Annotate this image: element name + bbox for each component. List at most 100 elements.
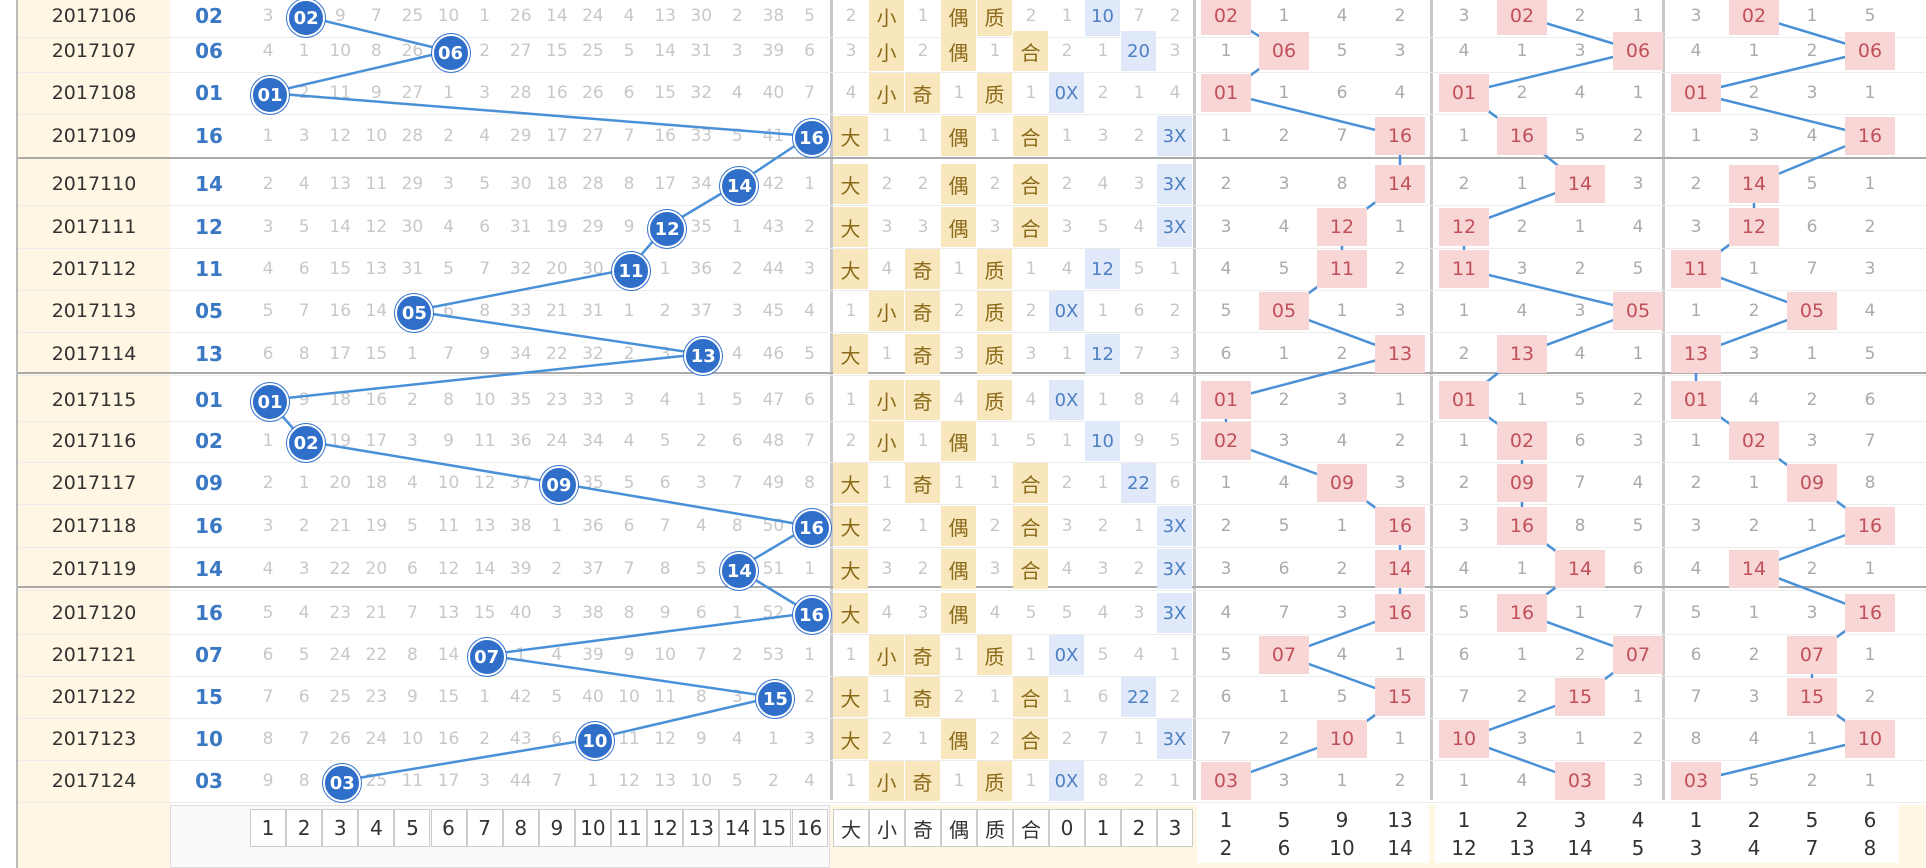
footer-number[interactable]: 16 [791, 809, 828, 847]
omission-cell: 3 [804, 729, 815, 749]
omission-cell: 6 [262, 645, 274, 665]
number-ball: 02 [287, 424, 326, 462]
footer-number[interactable]: 7 [466, 809, 503, 847]
issue-cell: 2017113 [51, 300, 137, 322]
footer-group3-label[interactable]: 7 [1783, 833, 1841, 863]
section-divider [1662, 0, 1665, 800]
group3-omission: 1 [1748, 603, 1760, 623]
mod-omission: 2 [1061, 41, 1073, 61]
omission-cell: 43 [762, 217, 785, 237]
footer-group2-label[interactable]: 3 [1551, 805, 1609, 835]
footer-number[interactable]: 4 [358, 809, 395, 847]
trend-segment [267, 91, 810, 138]
footer-number[interactable]: 14 [719, 809, 756, 847]
footer-group3-label[interactable]: 8 [1841, 833, 1899, 863]
footer-group1-label[interactable]: 6 [1255, 833, 1313, 863]
footer-group3-label[interactable]: 4 [1725, 833, 1783, 863]
omission-cell: 14 [546, 6, 568, 26]
omission-cell: 43 [509, 729, 532, 749]
footer-number[interactable]: 15 [755, 809, 792, 847]
footer-group2-label[interactable]: 5 [1609, 833, 1667, 863]
group1-omission: 1 [1336, 771, 1348, 791]
tag-hit: 大 [833, 677, 868, 717]
footer-group1-label[interactable]: 5 [1255, 805, 1313, 835]
footer-group3-label[interactable]: 5 [1783, 805, 1841, 835]
group2-omission: 2 [1458, 344, 1470, 364]
group2-omission: 4 [1458, 559, 1470, 579]
footer-tag[interactable]: 奇 [905, 809, 941, 847]
footer-number[interactable]: 9 [538, 809, 575, 847]
omission-cell: 5 [731, 390, 743, 410]
tag-hit: 合 [1013, 463, 1048, 503]
omission-cell: 4 [479, 126, 491, 146]
group3-omission: 1 [1690, 431, 1702, 451]
mod-omission: 5 [1061, 603, 1073, 623]
footer-group3-label[interactable]: 1 [1667, 805, 1725, 835]
group2-hit: 16 [1497, 507, 1547, 545]
footer-group2-label[interactable]: 14 [1551, 833, 1609, 863]
footer-group3-label[interactable]: 2 [1725, 805, 1783, 835]
drawn-number: 06 [195, 39, 223, 63]
footer-number[interactable]: 13 [683, 809, 720, 847]
tag-omission: 3 [989, 217, 1001, 237]
footer-number[interactable]: 5 [394, 809, 431, 847]
footer-tag[interactable]: 偶 [941, 809, 977, 847]
group1-omission: 7 [1278, 603, 1290, 623]
footer-number[interactable]: 8 [502, 809, 539, 847]
tag-hit: 奇 [905, 635, 940, 675]
footer-tag[interactable]: 合 [1013, 809, 1049, 847]
omission-cell: 31 [509, 217, 532, 237]
footer-group2-label[interactable]: 4 [1609, 805, 1667, 835]
group1-omission: 3 [1394, 41, 1406, 61]
footer-tag[interactable]: 小 [869, 809, 905, 847]
omission-cell: 31 [401, 259, 424, 279]
group1-omission: 8 [1336, 174, 1348, 194]
issue-cell: 2017108 [51, 82, 137, 104]
footer-number[interactable]: 2 [286, 809, 323, 847]
footer-group2-label[interactable]: 13 [1493, 833, 1551, 863]
footer-group1-label[interactable]: 1 [1197, 805, 1255, 835]
row-line [18, 547, 1926, 548]
row-line [18, 634, 1926, 635]
mod-omission: 4 [1169, 83, 1181, 103]
omission-cell: 10 [401, 729, 424, 749]
omission-cell: 6 [443, 301, 454, 321]
tag-hit: 质 [977, 380, 1012, 420]
footer-number[interactable]: 3 [322, 809, 359, 847]
footer-group1-label[interactable]: 9 [1313, 805, 1371, 835]
omission-cell: 2 [768, 771, 779, 791]
footer-group3-label[interactable]: 6 [1841, 805, 1899, 835]
footer-group2-label[interactable]: 1 [1435, 805, 1493, 835]
footer-tag[interactable]: 大 [833, 809, 869, 847]
footer-number[interactable]: 12 [647, 809, 684, 847]
footer-group1-label[interactable]: 13 [1371, 805, 1429, 835]
group2-hit: 14 [1555, 165, 1605, 203]
footer-group2-label[interactable]: 2 [1493, 805, 1551, 835]
footer-group1-label[interactable]: 10 [1313, 833, 1371, 863]
omission-cell: 6 [804, 390, 815, 410]
footer-number[interactable]: 1 [250, 809, 287, 847]
footer-tag[interactable]: 0 [1049, 809, 1085, 847]
footer-tag[interactable]: 1 [1085, 809, 1121, 847]
footer-group2-label[interactable]: 12 [1435, 833, 1493, 863]
omission-cell: 18 [365, 473, 388, 493]
footer-group3-label[interactable]: 3 [1667, 833, 1725, 863]
trend-segment [340, 737, 594, 783]
omission-cell: 5 [659, 431, 671, 451]
footer-tag[interactable]: 质 [977, 809, 1013, 847]
footer-group1-label[interactable]: 2 [1197, 833, 1255, 863]
footer-group1-label[interactable]: 14 [1371, 833, 1429, 863]
omission-cell: 25 [582, 41, 604, 61]
footer-tag[interactable]: 3 [1157, 809, 1193, 847]
omission-cell: 40 [762, 83, 785, 103]
group3-omission: 4 [1748, 729, 1760, 749]
footer-number[interactable]: 10 [574, 809, 611, 847]
footer-number[interactable]: 6 [430, 809, 467, 847]
mod-omission: 1 [1097, 41, 1109, 61]
tag-omission: 1 [845, 301, 857, 321]
drawn-number: 02 [195, 429, 223, 453]
mod-omission: 1 [1169, 259, 1181, 279]
issue-cell: 2017110 [51, 173, 137, 195]
footer-number[interactable]: 11 [611, 809, 648, 847]
footer-tag[interactable]: 2 [1121, 809, 1157, 847]
